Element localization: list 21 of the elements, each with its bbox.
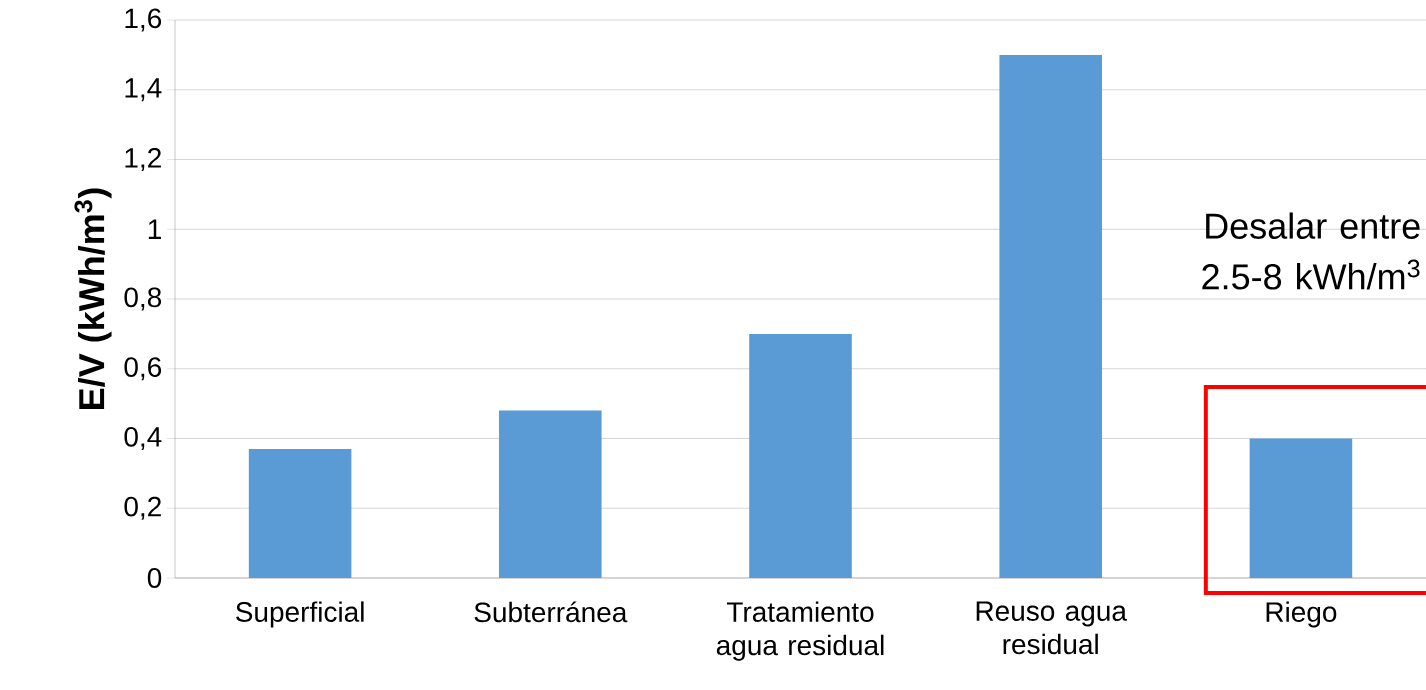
x-tick-label: Reuso agua residual [976,601,1127,655]
bar [1249,438,1353,578]
x-tick-label: Riego [1266,601,1337,628]
bar [499,410,602,578]
y-tick-label: 1,2 [125,147,161,172]
y-tick-label: 0,2 [124,496,161,520]
y-tick-label: 0,4 [124,426,162,451]
y-tick-label: 0,6 [124,357,162,381]
bar [749,333,852,578]
y-tick-label: 0 [147,568,162,588]
y-axis-title: E/V (kWh/m$^{3}$) [74,188,112,409]
y-tick-label: 0,8 [124,287,162,311]
x-tick-label: Superficial [236,601,364,628]
y-tick-label: 1,6 [125,8,162,32]
bar [248,448,352,578]
y-tick-label: 1,4 [125,78,162,102]
annotation: Desalar entre 2.5-8 kWh/m$^{3}$ [1202,212,1420,290]
x-tick-label: Tratamiento agua residual [716,601,884,661]
x-tick-label: Subterránea [474,601,628,623]
bar [999,54,1102,578]
y-tick-label: 1 [148,219,161,239]
